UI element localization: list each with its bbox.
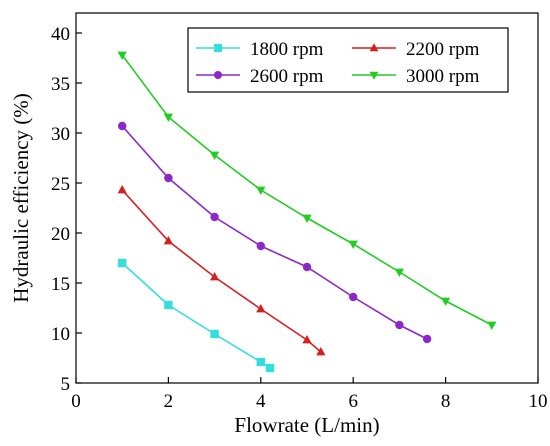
x-tick-label: 2 bbox=[164, 391, 174, 412]
data-point bbox=[256, 186, 266, 196]
series-2200-rpm bbox=[117, 184, 326, 356]
data-point bbox=[369, 43, 379, 52]
x-tick-label: 10 bbox=[529, 391, 548, 412]
data-point bbox=[118, 258, 127, 268]
y-tick-label: 5 bbox=[61, 374, 71, 395]
data-point bbox=[265, 363, 275, 373]
data-point bbox=[394, 268, 405, 278]
series-line bbox=[121, 262, 271, 369]
data-point bbox=[302, 334, 312, 344]
y-tick-label: 15 bbox=[51, 274, 70, 295]
data-point bbox=[395, 320, 404, 330]
series-layer bbox=[117, 51, 497, 373]
y-tick-label: 20 bbox=[51, 224, 70, 245]
data-point bbox=[210, 212, 219, 222]
plot-area bbox=[75, 12, 539, 384]
data-point bbox=[209, 151, 220, 161]
series-line bbox=[121, 125, 428, 340]
data-point bbox=[369, 71, 379, 80]
data-point bbox=[256, 357, 265, 367]
x-tick-label: 4 bbox=[256, 391, 266, 412]
data-point bbox=[117, 184, 127, 194]
plot-frame bbox=[75, 12, 539, 384]
y-tick-label: 40 bbox=[51, 24, 70, 45]
legend-label: 2200 rpm bbox=[406, 39, 480, 60]
data-point bbox=[163, 113, 174, 123]
data-point bbox=[164, 173, 173, 183]
series-line bbox=[121, 189, 322, 353]
data-point bbox=[256, 303, 266, 313]
data-point bbox=[302, 262, 312, 272]
legend-label: 1800 rpm bbox=[250, 39, 324, 60]
data-point bbox=[214, 44, 222, 52]
legend-label: 3000 rpm bbox=[406, 66, 480, 87]
legend-box bbox=[187, 27, 509, 93]
series-line bbox=[121, 54, 493, 326]
data-point bbox=[302, 214, 312, 224]
data-point bbox=[440, 297, 451, 307]
data-point bbox=[214, 71, 222, 79]
x-axis-title: Flowrate (L/min) bbox=[234, 413, 379, 437]
legend: 1800 rpm 2200 rpm 2600 rpm 3000 rpm bbox=[187, 27, 509, 93]
x-tick-label: 8 bbox=[441, 391, 451, 412]
legend-label: 2600 rpm bbox=[250, 66, 324, 87]
y-tick-label: 10 bbox=[51, 324, 70, 345]
legend-item: 1800 rpm bbox=[196, 39, 324, 60]
y-axis-title: Hydraulic efficiency (%) bbox=[9, 93, 33, 303]
legend-item: 2200 rpm bbox=[352, 39, 480, 60]
data-point bbox=[164, 300, 173, 310]
x-axis-ticks: 0 2 4 6 8 10 bbox=[71, 377, 548, 412]
legend-item: 2600 rpm bbox=[196, 66, 324, 87]
data-point bbox=[256, 241, 265, 251]
data-point bbox=[487, 321, 497, 331]
series-1800-rpm bbox=[118, 258, 275, 373]
y-axis-ticks: 5 10 15 20 25 30 35 40 bbox=[51, 24, 82, 395]
data-point bbox=[118, 121, 127, 131]
data-point bbox=[163, 235, 174, 245]
series-3000-rpm bbox=[117, 51, 497, 331]
y-tick-label: 35 bbox=[51, 74, 70, 95]
legend-item: 3000 rpm bbox=[352, 66, 480, 87]
series-2600-rpm bbox=[118, 121, 432, 344]
data-point bbox=[348, 240, 358, 250]
data-point bbox=[349, 292, 358, 302]
data-point bbox=[209, 271, 220, 281]
data-point bbox=[316, 346, 326, 356]
x-tick-label: 6 bbox=[348, 391, 358, 412]
data-point bbox=[210, 329, 219, 339]
data-point bbox=[117, 51, 127, 61]
x-tick-label: 0 bbox=[71, 391, 81, 412]
data-point bbox=[422, 334, 432, 344]
y-tick-label: 25 bbox=[51, 174, 70, 195]
y-tick-label: 30 bbox=[51, 124, 70, 145]
